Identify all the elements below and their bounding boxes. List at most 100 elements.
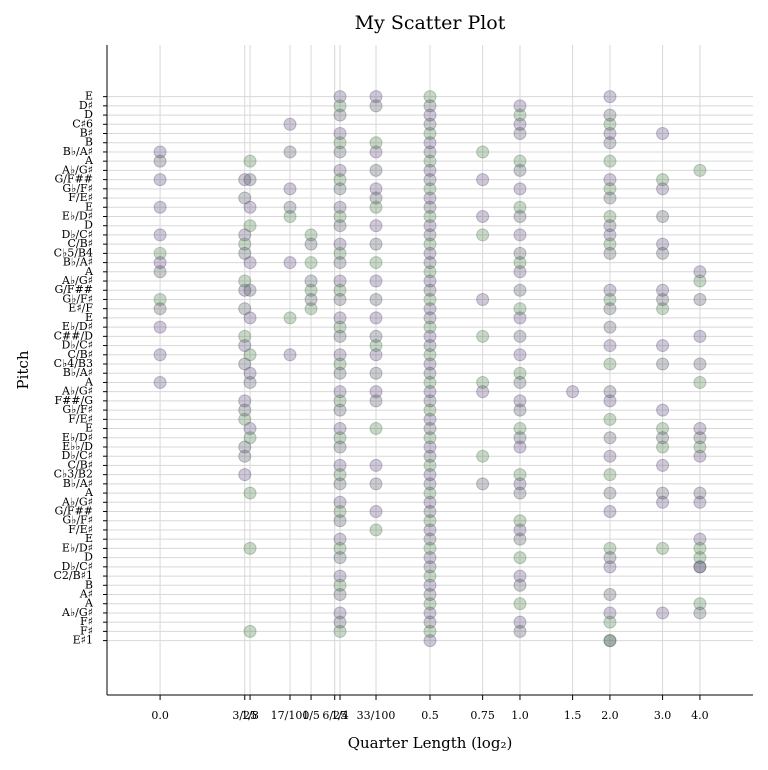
point (333, 127, 347, 141)
point (333, 541, 347, 555)
point (693, 422, 707, 436)
point (423, 145, 437, 159)
x-tick-label: 3/25 (232, 709, 257, 722)
point (333, 615, 347, 629)
point (656, 339, 670, 353)
point (243, 375, 257, 389)
point (513, 117, 527, 131)
y-tick-label: B (85, 136, 93, 149)
point (423, 348, 437, 362)
point (603, 127, 617, 141)
y-tick-label: D♯ (79, 99, 93, 112)
point (423, 90, 437, 104)
x-tick-label: 3.0 (654, 709, 672, 722)
point (423, 634, 437, 648)
point (283, 256, 297, 270)
point (333, 440, 347, 454)
point (369, 477, 383, 491)
point (423, 588, 437, 602)
y-tick-label: F♯ (80, 615, 93, 628)
y-tick-label: G♭/F♯ (62, 292, 93, 305)
point (693, 440, 707, 454)
point (423, 228, 437, 242)
point (153, 154, 167, 168)
x-tick-label: 1/4 (331, 709, 349, 722)
point (333, 505, 347, 519)
point (153, 145, 167, 159)
point (423, 302, 437, 316)
point (423, 477, 437, 491)
point (513, 329, 527, 343)
point (513, 578, 527, 592)
point (283, 117, 297, 131)
y-tick-label: A (84, 154, 94, 167)
point (603, 292, 617, 306)
y-tick-label: B♯ (80, 127, 93, 140)
point (476, 209, 490, 223)
point (243, 366, 257, 380)
point (238, 440, 252, 454)
point (513, 514, 527, 528)
y-tick-label: C♭5/B4 (54, 246, 93, 259)
y-axis-label: Pitch (14, 350, 32, 389)
point (693, 551, 707, 565)
point (603, 431, 617, 445)
point (423, 163, 437, 177)
y-tick-label: A (84, 375, 94, 388)
point (603, 320, 617, 334)
point (656, 357, 670, 371)
point (333, 274, 347, 288)
point (693, 292, 707, 306)
point (238, 191, 252, 205)
point (423, 219, 437, 233)
point (693, 560, 707, 574)
point (476, 449, 490, 463)
point (603, 505, 617, 519)
point (153, 375, 167, 389)
point (693, 449, 707, 463)
point (513, 615, 527, 629)
point (369, 339, 383, 353)
point (693, 357, 707, 371)
point (603, 615, 617, 629)
y-tick-label: B♭/A♯ (63, 145, 93, 158)
point (693, 560, 707, 574)
y-tick-label: C♯6 (72, 117, 93, 130)
point (423, 311, 437, 325)
point (423, 440, 437, 454)
point (369, 348, 383, 362)
y-tick-label: G/F## (54, 283, 93, 296)
point (423, 624, 437, 638)
point (243, 624, 257, 638)
point (369, 366, 383, 380)
point (153, 246, 167, 260)
point (238, 412, 252, 426)
point (333, 311, 347, 325)
x-tick-label: 2.0 (601, 709, 619, 722)
point (476, 477, 490, 491)
point (423, 403, 437, 417)
point (513, 551, 527, 565)
point (603, 449, 617, 463)
point (693, 597, 707, 611)
y-tick-label: C2/B♯1 (53, 569, 93, 582)
y-tick-label: C/B♯ (67, 348, 93, 361)
point (603, 108, 617, 122)
point (513, 246, 527, 260)
point (304, 237, 318, 251)
y-tick-label: B♭/A♯ (63, 366, 93, 379)
point (423, 375, 437, 389)
point (603, 634, 617, 648)
point (476, 173, 490, 187)
point (423, 99, 437, 113)
point (513, 486, 527, 500)
y-tick-label: E♯1 (73, 634, 93, 647)
point (693, 495, 707, 509)
point (243, 311, 257, 325)
point (603, 357, 617, 371)
point (513, 209, 527, 223)
point (153, 302, 167, 316)
x-tick-label: 1/8 (241, 709, 259, 722)
point (304, 274, 318, 288)
